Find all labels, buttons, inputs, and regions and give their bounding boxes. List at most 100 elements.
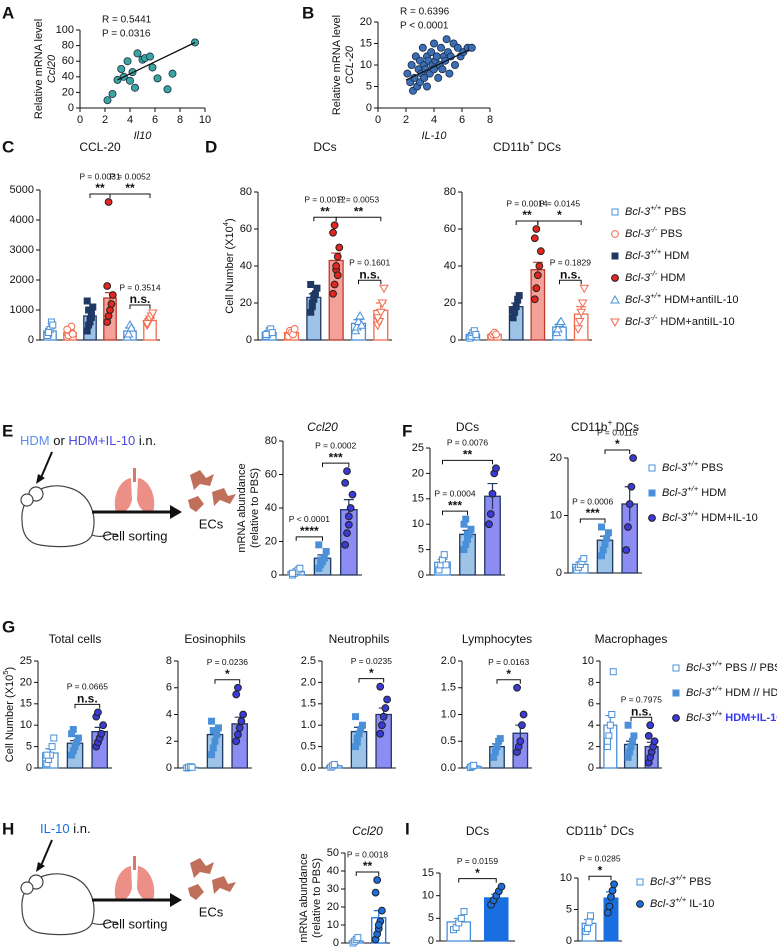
point [142, 320, 153, 329]
point [45, 329, 53, 336]
p-value: P = 0.7975 [621, 694, 662, 704]
point [353, 738, 361, 746]
point [234, 730, 242, 739]
point [583, 924, 591, 932]
point [87, 314, 95, 321]
y-tick-label: 20 [412, 467, 424, 479]
point [450, 61, 459, 70]
significance-bracket [579, 518, 606, 523]
text-run: HDM+IL-10 [722, 712, 777, 724]
point [332, 262, 341, 270]
annotation: R = 0.6396 [400, 7, 450, 18]
p-value: P = 0.0236 [207, 657, 248, 667]
text-run: CD11b [571, 420, 608, 434]
arrow-head [36, 474, 45, 484]
point [445, 69, 454, 78]
y-tick-label: 15 [412, 493, 424, 505]
point [598, 552, 606, 560]
point [518, 721, 526, 730]
annotation: R = 0.5441 [102, 15, 152, 26]
legend-label: Bcl-3+/+ HDM+antiIL-10 [625, 291, 739, 306]
arrow-label: Cell sorting [102, 528, 167, 543]
text-run: Bcl-3 [662, 512, 688, 524]
point [232, 737, 241, 746]
y-tick-label: 0 [68, 102, 74, 114]
y-tick-label: 80 [240, 186, 252, 198]
point [536, 247, 545, 256]
x-tick-label: 8 [487, 114, 493, 126]
significance-bracket [496, 679, 521, 684]
text-run: +/+ [711, 709, 723, 718]
text-run: IL-10 [686, 898, 714, 910]
y-tick-label: 0.5 [441, 735, 456, 747]
point [376, 729, 385, 738]
y-tick-label: 15 [360, 37, 372, 49]
point [496, 735, 504, 743]
text-run: Bcl-3 [686, 662, 712, 674]
y-axis-label: Cell Number (X105) [1, 667, 16, 762]
text-run: CCL-20 [79, 140, 121, 154]
text-run: +/+ [687, 509, 699, 518]
cells-icon [188, 470, 236, 512]
point [422, 82, 431, 91]
text-run: i.n. [70, 821, 91, 836]
text-run: Bcl-3 [662, 462, 688, 474]
point [427, 48, 436, 57]
text-run: Neutrophils [329, 632, 390, 646]
point [457, 914, 465, 922]
y-tick-label: 60 [265, 468, 277, 480]
text-run: Eosinophils [184, 632, 245, 646]
y-tick-label: 40 [327, 865, 339, 877]
p-value: P = 0.0018 [347, 849, 388, 859]
text-run: Bcl-3 [686, 712, 712, 724]
bar [530, 269, 546, 341]
significance-mark: **** [300, 524, 319, 538]
y-tick-label: 20 [62, 86, 74, 98]
significance-bracket [559, 279, 582, 285]
p-value: P = 0.0159 [457, 856, 498, 866]
point [374, 921, 383, 929]
x-tick-label: 6 [459, 114, 465, 126]
y-tick-label: 0 [428, 935, 434, 947]
significance-mark: ** [363, 859, 373, 873]
point [237, 717, 246, 726]
point [123, 328, 134, 338]
text-run: HDM+antiIL-10 [657, 316, 734, 328]
point [556, 316, 566, 325]
point [650, 737, 659, 746]
point [624, 523, 632, 531]
point [307, 281, 315, 288]
text-run: mRNA abundance [236, 463, 248, 552]
significance-bracket [630, 716, 653, 722]
y-tick-label: 10 [327, 919, 339, 931]
point [530, 295, 539, 304]
p-value: P < 0.0001 [289, 514, 330, 524]
y-tick-label: 6 [588, 698, 594, 710]
significance-mark: *** [329, 450, 343, 464]
point [630, 732, 638, 740]
point [315, 541, 323, 549]
y-tick-label: 60 [444, 223, 456, 235]
point [378, 721, 386, 730]
point [627, 482, 636, 491]
significance-mark: ** [522, 208, 532, 222]
significance-bracket [458, 878, 497, 883]
point [603, 535, 611, 542]
point [453, 43, 462, 52]
text-run: CD11b [566, 824, 603, 838]
y-tick-label: 0 [418, 569, 424, 581]
significance-bracket [129, 304, 151, 309]
y-tick-label: 10 [20, 719, 32, 731]
panel-label: G [2, 617, 15, 636]
y-tick-label: 0.0 [441, 762, 456, 774]
point [606, 721, 614, 729]
y-tick-label: 5 [366, 80, 372, 92]
point [604, 529, 612, 537]
treatment-text: IL-10 i.n. [40, 821, 91, 836]
text-run: 4 [221, 221, 230, 226]
point [420, 73, 429, 82]
legend-marker [636, 900, 644, 908]
chart-title: Eosinophils [184, 632, 245, 646]
legend-marker [648, 514, 656, 522]
